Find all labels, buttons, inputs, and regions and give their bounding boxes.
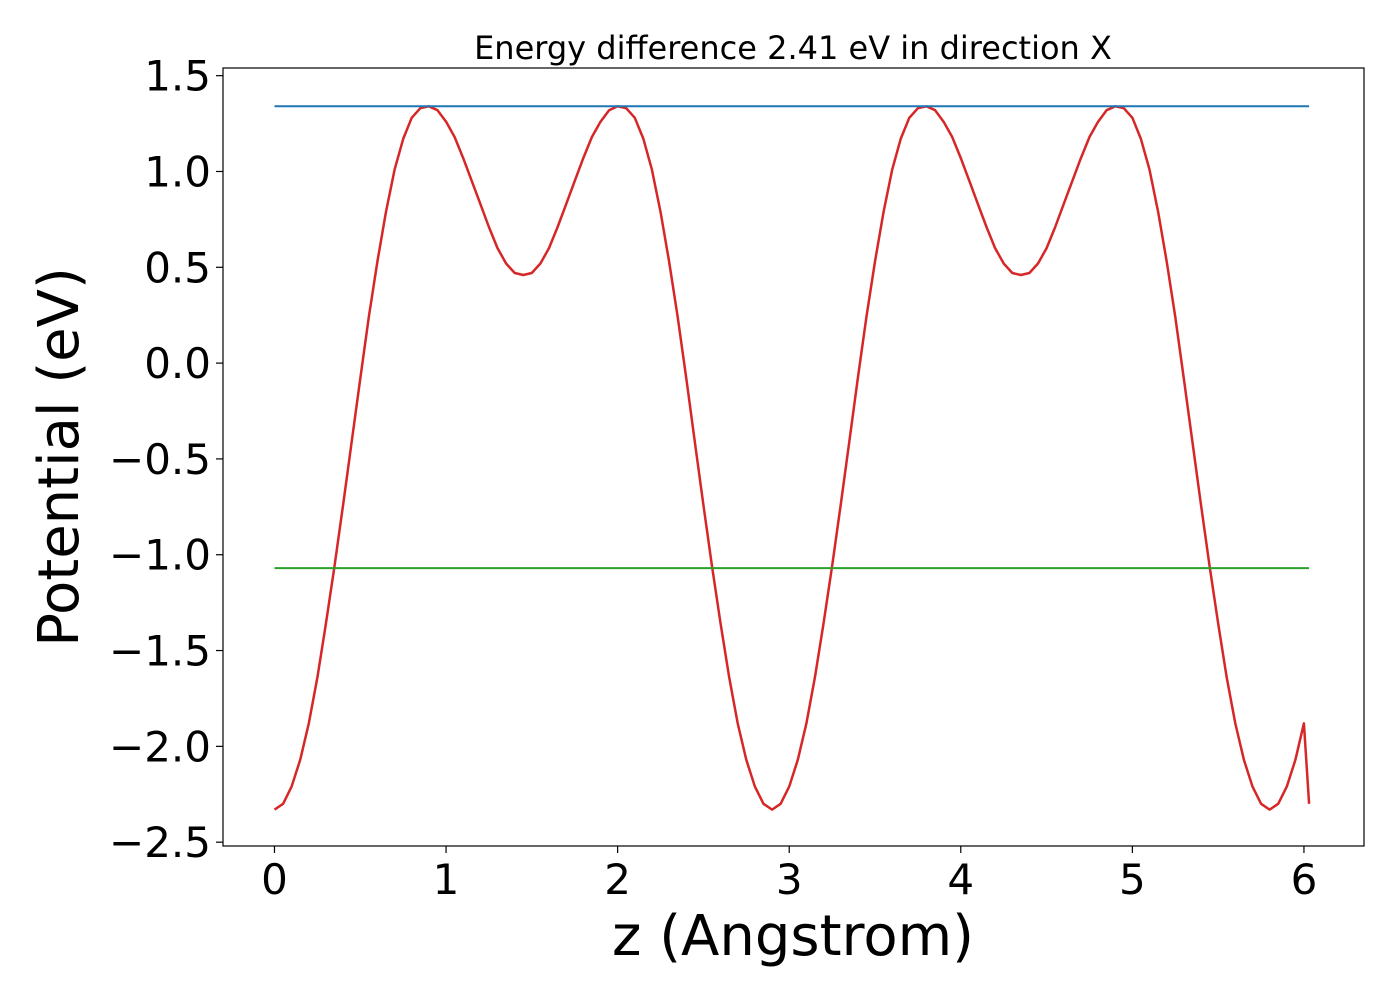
y-axis-label: Potential (eV) <box>27 267 92 647</box>
y-tick-label: −1.0 <box>109 531 211 580</box>
y-tick-label: 0.5 <box>144 243 211 292</box>
axes-frame <box>222 67 1365 847</box>
y-tick-label: 0.0 <box>144 339 211 388</box>
y-tick-label: −0.5 <box>109 435 211 484</box>
x-tick-label: 5 <box>1119 855 1146 904</box>
x-tick-label: 2 <box>604 855 631 904</box>
y-tick-label: 1.0 <box>144 147 211 196</box>
x-tick-label: 3 <box>776 855 803 904</box>
x-tick-label: 0 <box>261 855 288 904</box>
plot-area <box>273 105 1311 811</box>
x-axis-label: z (Angstrom) <box>612 904 974 969</box>
y-axis-ticks: 1.5 1.0 0.5 0.0 −0.5 −1.0 −1.5 −2.0 −2.5 <box>109 52 223 867</box>
y-tick-label: 1.5 <box>144 52 211 101</box>
y-tick-label: −1.5 <box>109 627 211 676</box>
x-axis-ticks: 0 1 2 3 4 5 6 <box>261 846 1317 904</box>
potential-curve <box>273 105 1311 811</box>
x-tick-label: 4 <box>947 855 974 904</box>
y-tick-label: −2.0 <box>109 722 211 771</box>
chart-title: Energy difference 2.41 eV in direction X <box>474 29 1112 67</box>
x-tick-label: 6 <box>1291 855 1318 904</box>
y-tick-label: −2.5 <box>109 818 211 867</box>
x-tick-label: 1 <box>433 855 460 904</box>
